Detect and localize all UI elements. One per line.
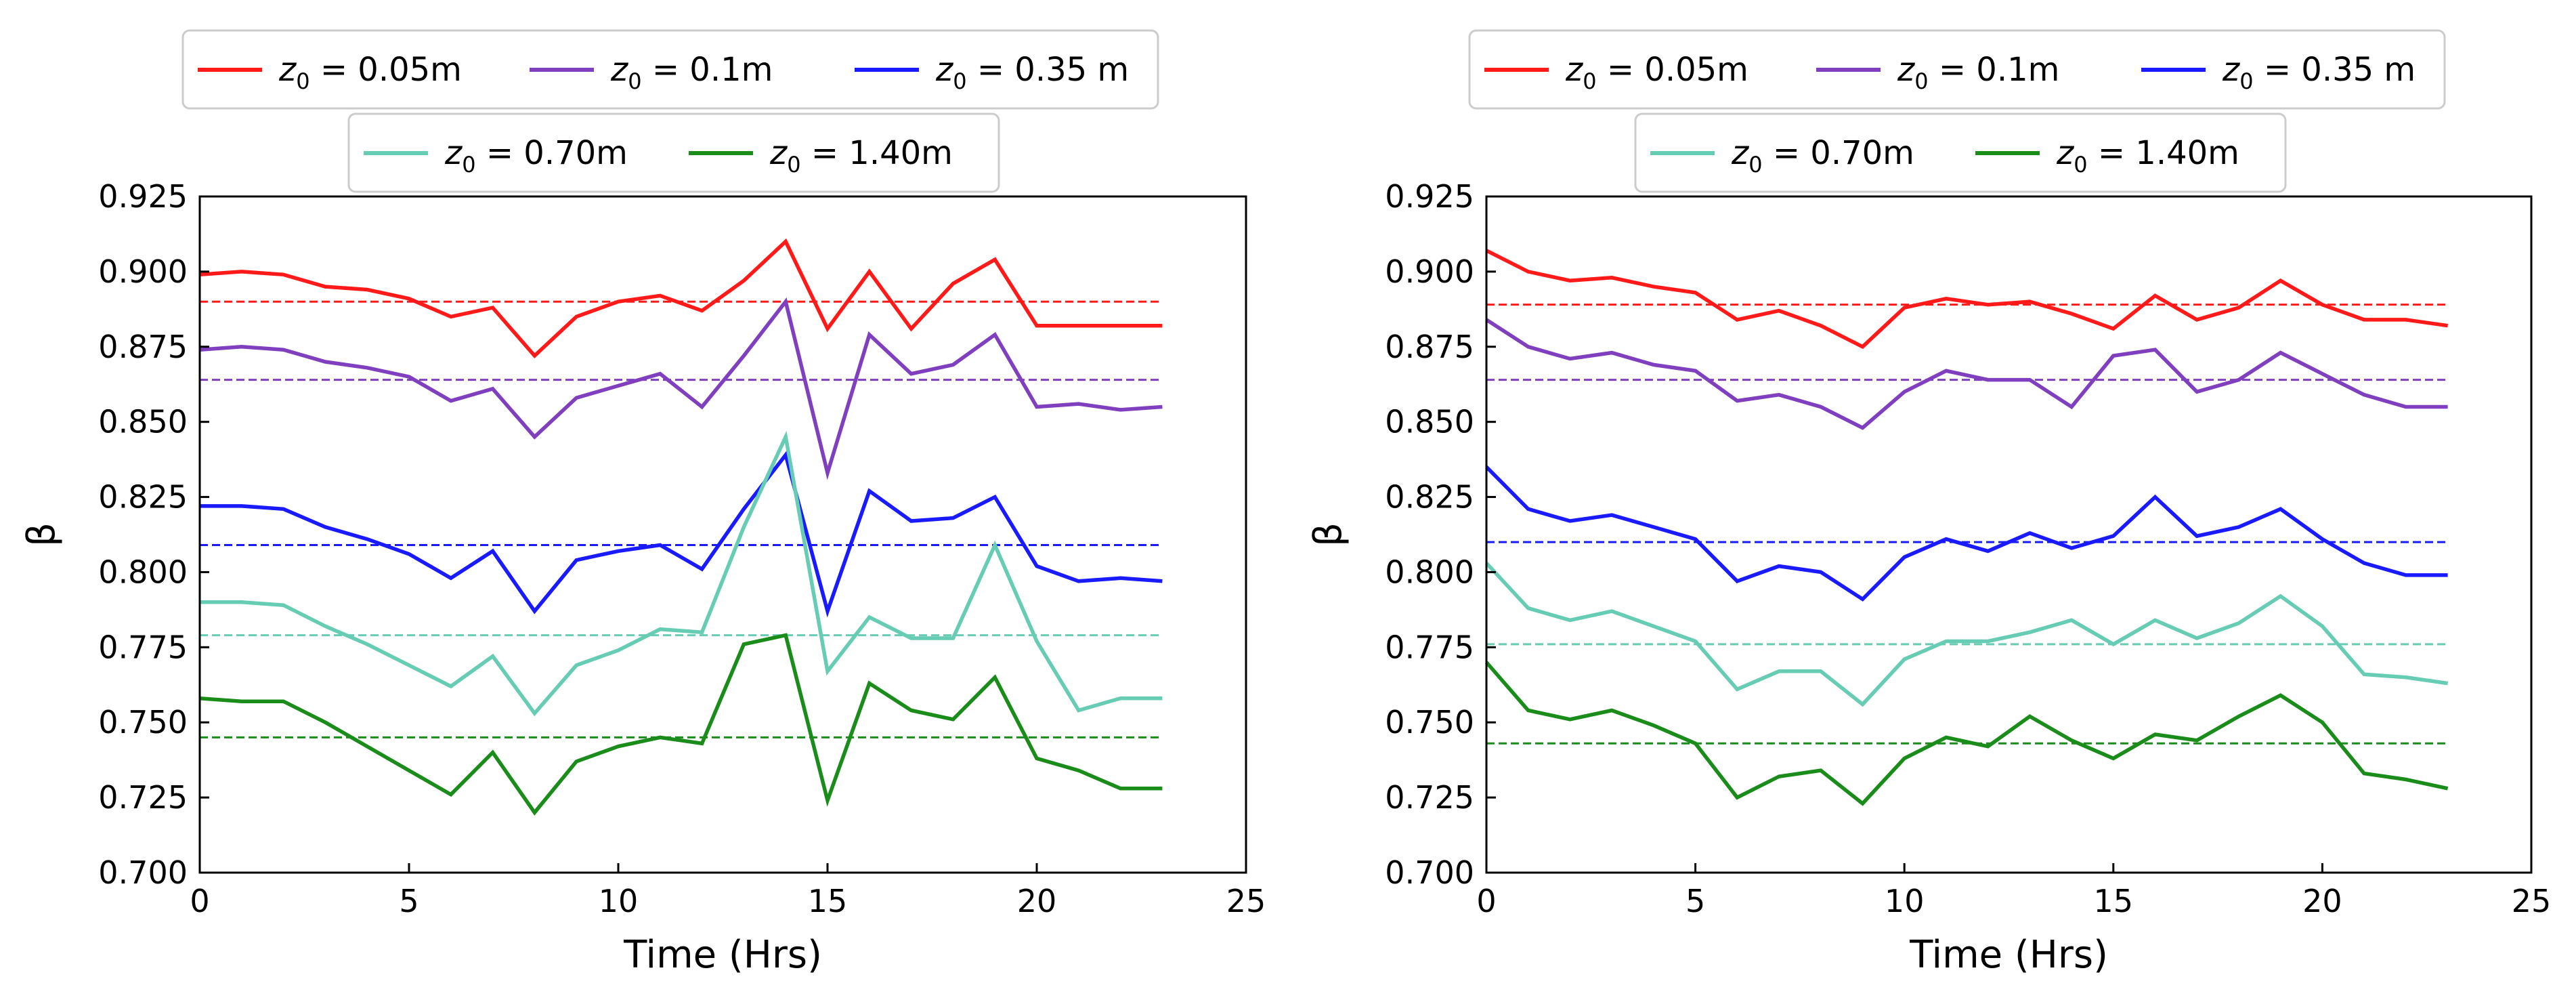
legend-box	[347, 112, 1000, 193]
y-tick-label: 0.900	[1385, 253, 1474, 290]
y-tick-label: 0.925	[1385, 178, 1474, 215]
y-tick-label: 0.875	[98, 329, 188, 365]
y-tick-label: 0.800	[98, 554, 188, 590]
series-line-3	[1485, 465, 2448, 602]
series-line-2	[199, 297, 1163, 480]
legend-label: z0 = 0.1m	[1897, 51, 2059, 94]
y-tick-label: 0.750	[1385, 704, 1474, 741]
legend-box	[1634, 112, 2287, 193]
legend-row-1: z0 = 0.05m z0 = 0.1m z0 = 0.35 m	[181, 29, 1159, 110]
legend-label: z0 = 0.35 m	[2222, 51, 2416, 94]
chart-panel-2: 0 5 10 15 20 25 0.700 0.725 0.750 0.775 0.800 0.825…	[1306, 29, 2552, 977]
legend-label: z0 = 0.05m	[278, 51, 462, 94]
axes-frame	[1485, 195, 2533, 874]
y-tick-label: 0.725	[98, 779, 188, 816]
series-line-4	[1484, 562, 2448, 707]
legend-row-1: z0 = 0.05m z0 = 0.1m z0 = 0.35 m	[1468, 29, 2446, 110]
x-tick-label: 20	[1017, 883, 1057, 919]
x-axis-label: Time (Hrs)	[623, 933, 822, 977]
x-tick-label: 10	[1885, 883, 1925, 919]
x-tick-label: 10	[599, 883, 639, 919]
series-line-4	[200, 430, 1163, 717]
x-tick-label: 0	[1476, 883, 1496, 919]
axes-frame	[198, 195, 1247, 874]
y-tick-label: 0.700	[98, 854, 188, 891]
x-tick-label: 20	[2302, 883, 2342, 919]
legend-row-2: z0 = 0.70m z0 = 1.40m	[1634, 112, 2287, 193]
legend-label: z0 = 0.1m	[610, 51, 773, 94]
y-axis-label: β	[1306, 522, 1350, 547]
series-line-1	[199, 238, 1163, 359]
series-line-5	[1484, 661, 2449, 806]
y-axis-label: β	[20, 522, 64, 547]
legend-label: z0 = 0.70m	[444, 134, 628, 178]
y-tick-label: 0.900	[98, 253, 188, 290]
chart-panel-1: 0 5 10 15 20 25 0.700 0.725 0.750 0.775 0.800 0.825…	[20, 29, 1266, 977]
x-axis-label: Time (Hrs)	[1909, 933, 2108, 977]
legend-label: z0 = 1.40m	[2056, 134, 2239, 178]
y-tick-label: 0.800	[1385, 554, 1474, 590]
legend-box	[181, 29, 1159, 110]
x-tick-label: 5	[1686, 883, 1705, 919]
x-tick-label: 15	[2094, 883, 2134, 919]
legend-label: z0 = 0.70m	[1731, 134, 1914, 178]
y-tick-label: 0.875	[1385, 329, 1474, 365]
y-tick-label: 0.925	[98, 178, 188, 215]
y-tick-label: 0.725	[1385, 779, 1474, 816]
x-tick-label: 0	[190, 883, 209, 919]
series-line-3	[200, 451, 1163, 618]
y-tick-label: 0.850	[1385, 404, 1474, 440]
legend-label: z0 = 0.35 m	[935, 51, 1129, 94]
series-line-5	[199, 633, 1163, 816]
legend-label: z0 = 1.40m	[769, 134, 953, 178]
y-tick-label: 0.850	[98, 404, 188, 440]
y-tick-label: 0.825	[98, 479, 188, 516]
series-line-1	[1485, 249, 2448, 350]
legend-box	[1468, 29, 2446, 110]
y-tick-label: 0.825	[1385, 479, 1474, 516]
y-tick-label: 0.775	[98, 629, 188, 665]
x-tick-label: 15	[808, 883, 848, 919]
series-line-2	[1485, 318, 2448, 430]
y-tick-label: 0.750	[98, 704, 188, 741]
y-tick-label: 0.775	[1385, 629, 1474, 665]
y-tick-label: 0.700	[1385, 854, 1474, 891]
x-tick-label: 25	[2512, 883, 2552, 919]
x-tick-label: 5	[399, 883, 418, 919]
legend-row-2: z0 = 0.70m z0 = 1.40m	[347, 112, 1000, 193]
x-tick-label: 25	[1226, 883, 1266, 919]
legend-label: z0 = 0.05m	[1565, 51, 1748, 94]
